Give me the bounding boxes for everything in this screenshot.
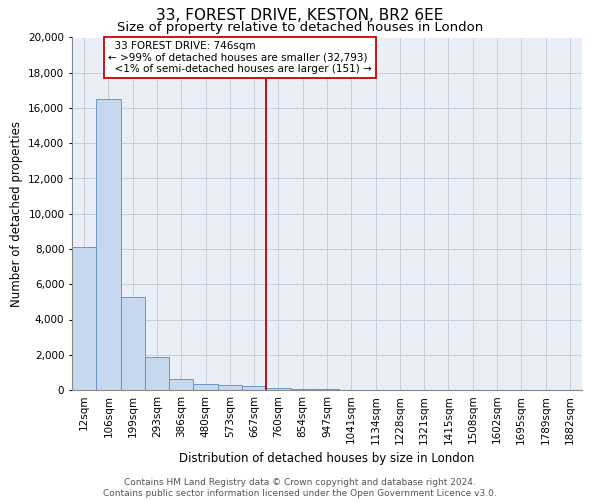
Bar — [96, 99, 121, 390]
Text: Contains HM Land Registry data © Crown copyright and database right 2024.
Contai: Contains HM Land Registry data © Crown c… — [103, 478, 497, 498]
Y-axis label: Number of detached properties: Number of detached properties — [10, 120, 23, 306]
Bar — [218, 385, 242, 390]
Bar — [72, 247, 96, 390]
Bar — [169, 378, 193, 390]
Bar — [193, 384, 218, 390]
Bar — [266, 388, 290, 390]
X-axis label: Distribution of detached houses by size in London: Distribution of detached houses by size … — [179, 452, 475, 465]
Bar — [121, 296, 145, 390]
Bar — [242, 386, 266, 390]
Text: Size of property relative to detached houses in London: Size of property relative to detached ho… — [117, 21, 483, 34]
Bar — [290, 389, 315, 390]
Bar — [145, 358, 169, 390]
Text: 33, FOREST DRIVE, KESTON, BR2 6EE: 33, FOREST DRIVE, KESTON, BR2 6EE — [157, 8, 443, 22]
Text: 33 FOREST DRIVE: 746sqm
← >99% of detached houses are smaller (32,793)
  <1% of : 33 FOREST DRIVE: 746sqm ← >99% of detach… — [109, 41, 372, 74]
